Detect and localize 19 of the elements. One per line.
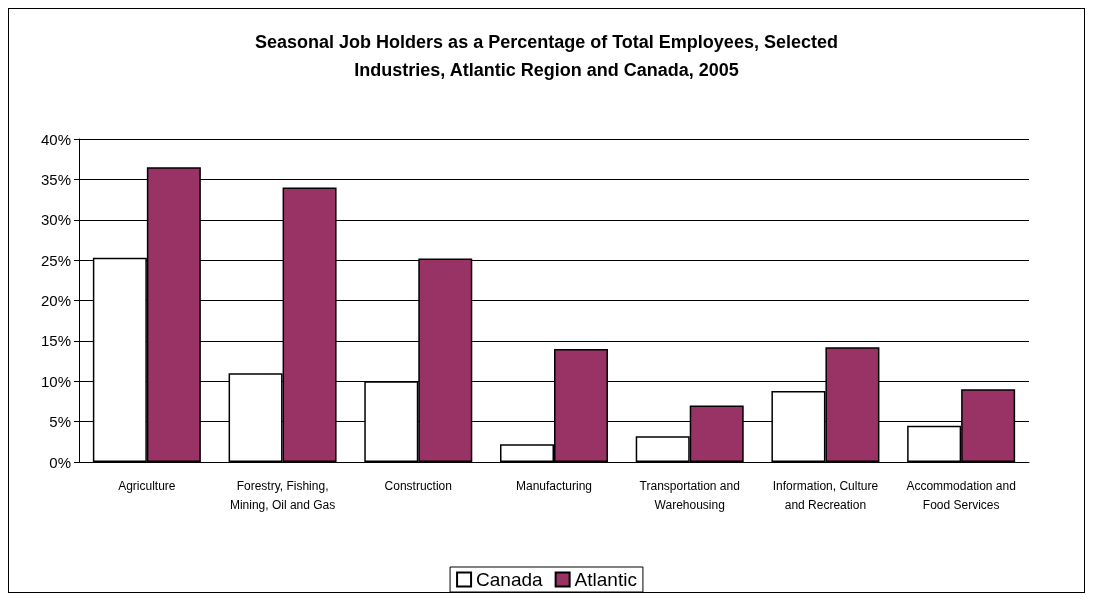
x-tick-label: Transportation and Warehousing: [639, 478, 740, 512]
y-tick-label: 25%: [40, 251, 71, 269]
y-tick-label: 5%: [49, 413, 71, 431]
chart-title: Seasonal Job Holders as a Percentage of Total Employees, Selected Industries, Atlantic Region and Canada, 2005: [255, 32, 838, 80]
x-tick-label: Agriculture: [118, 478, 176, 493]
y-tick-label: 15%: [40, 332, 71, 350]
x-tick-label: Accommodation and Food Services: [906, 478, 1016, 512]
x-tick-label: Construction: [384, 478, 452, 493]
x-tick-label: Information, Culture and Recreation: [772, 478, 879, 512]
y-tick-label: 20%: [40, 292, 71, 309]
y-tick-label: 0%: [49, 453, 71, 471]
y-tick-label: 10%: [40, 372, 71, 390]
x-tick-label: Manufacturing: [515, 478, 593, 493]
x-tick-label: Forestry, Fishing, Mining, Oil and Gas: [229, 478, 336, 512]
legend-label: Atlantic: [574, 569, 637, 590]
y-tick-label: 35%: [40, 170, 71, 188]
y-tick-label: 30%: [40, 211, 71, 229]
y-tick-label: 40%: [40, 130, 71, 148]
legend-label: Canada: [476, 569, 544, 590]
